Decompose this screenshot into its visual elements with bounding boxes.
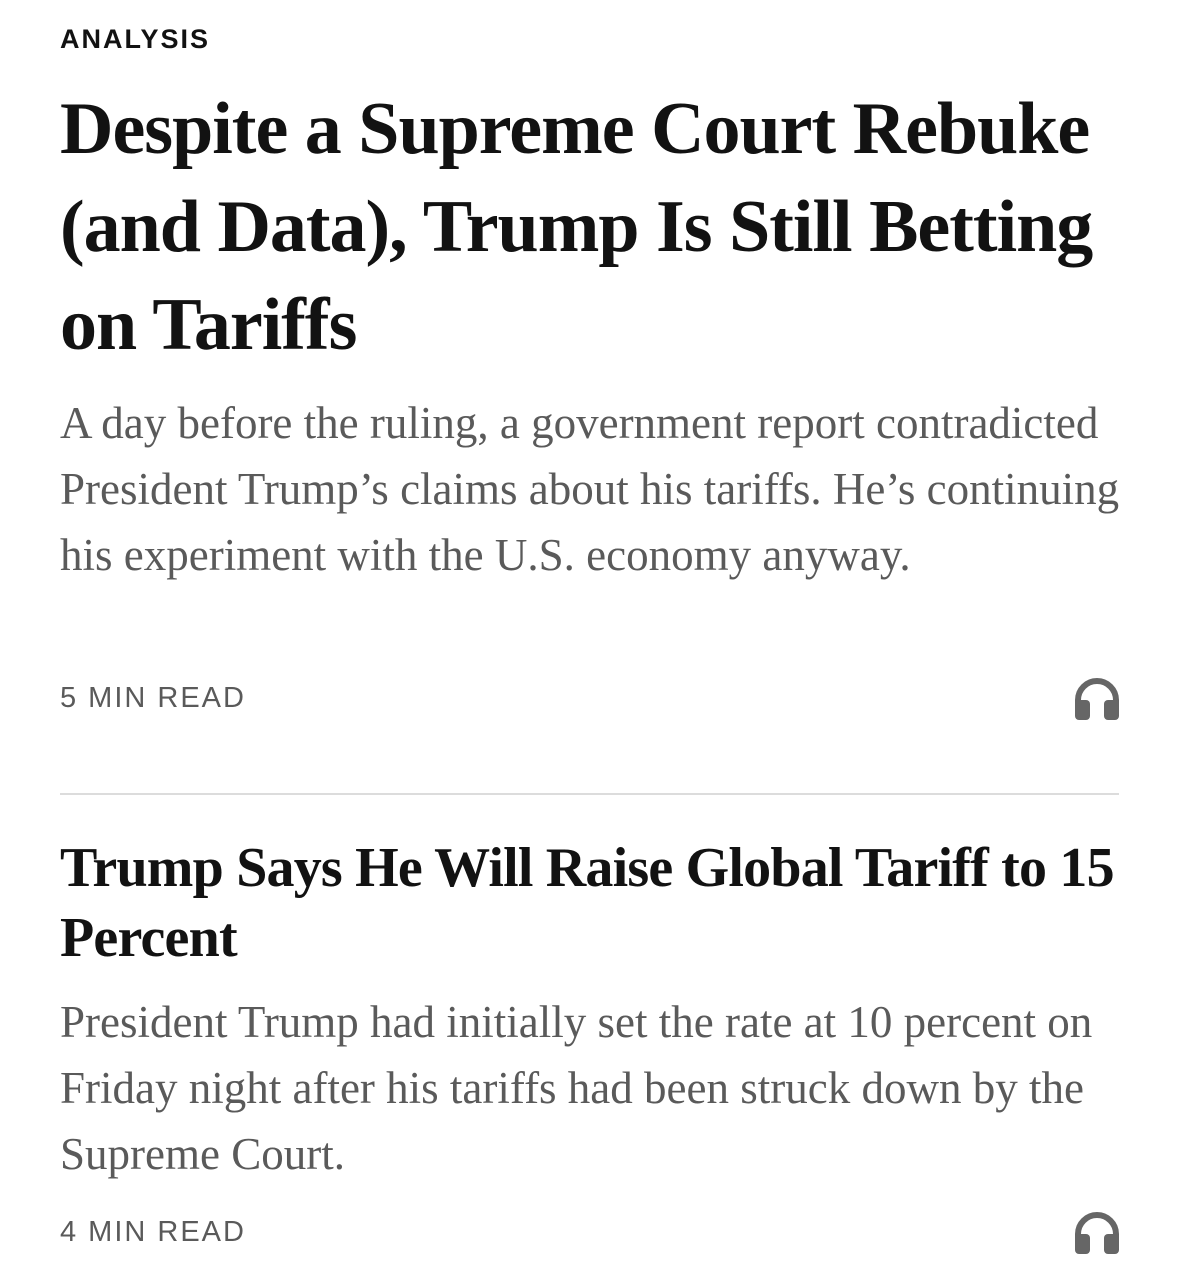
summary: A day before the ruling, a government re… [60,398,1120,580]
headphones-icon[interactable] [1074,1210,1120,1254]
headline[interactable]: Trump Says He Will Raise Global Tariff t… [60,837,1115,969]
headphones-icon[interactable] [1074,676,1120,720]
divider [60,793,1119,795]
headline[interactable]: Despite a Supreme Court Rebuke (and Data… [60,88,1093,366]
kicker-label: ANALYSIS [60,24,211,54]
read-time: 4 MIN READ [60,1216,246,1248]
read-time: 5 MIN READ [60,682,246,714]
story-card[interactable]: ANALYSIS Despite a Supreme Court Rebuke … [60,0,1120,760]
summary: President Trump had initially set the ra… [60,997,1093,1179]
